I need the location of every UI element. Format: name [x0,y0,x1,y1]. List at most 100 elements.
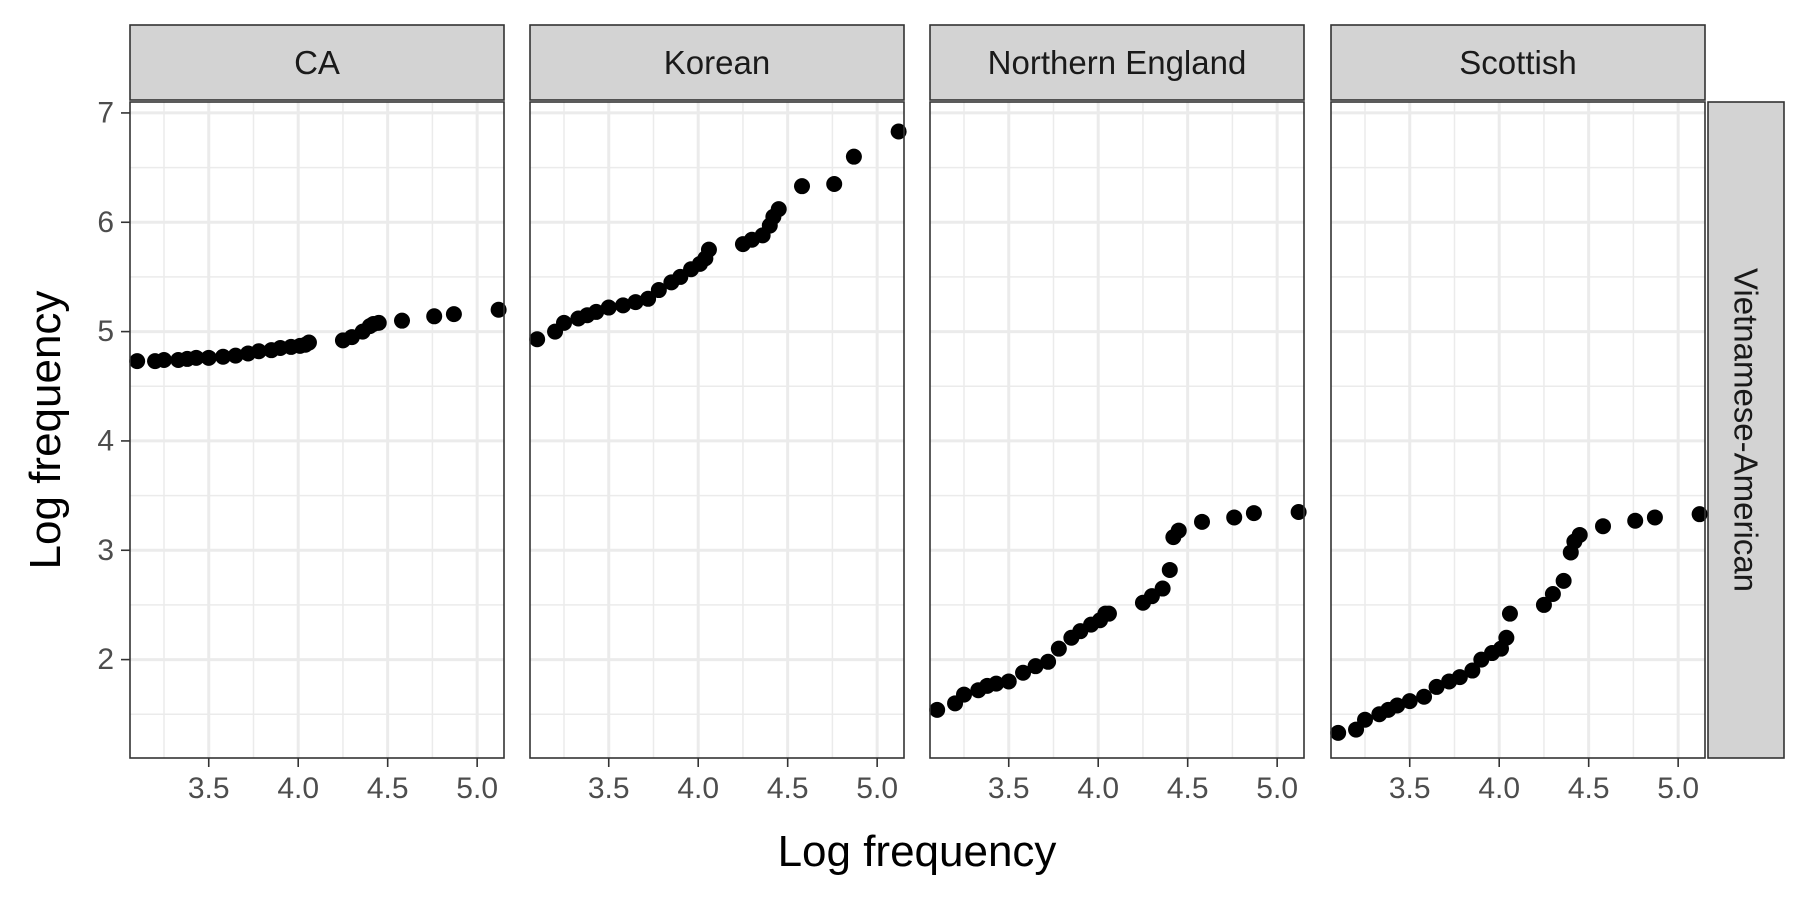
data-point [370,314,387,331]
data-point [1290,504,1307,520]
data-point [250,343,267,360]
data-point [1170,522,1187,539]
data-point [1555,572,1572,589]
data-point [529,331,546,348]
x-axis-title: Log frequency [778,827,1057,876]
panel-background [530,102,904,758]
data-point [1498,629,1515,646]
data-point [1646,509,1663,526]
data-point [1245,505,1262,522]
data-point [1389,697,1406,714]
column-strip-label: CA [294,44,340,81]
x-tick-label: 4.5 [1167,772,1209,805]
data-point [1451,669,1468,686]
data-point [227,347,244,364]
x-tick-label: 5.0 [1657,772,1699,805]
y-tick-label: 3 [97,534,114,567]
data-point [1161,561,1178,578]
data-point [556,314,572,331]
data-point [1040,653,1057,670]
panel-1: Korean 3.5 4.0 4.5 5.0 [529,24,907,805]
data-point [929,701,946,718]
row-strip: Vietnamese-American [1707,101,1785,759]
data-point [394,312,410,329]
x-tick-label: 4.0 [1077,772,1119,805]
x-tick-label: 4.5 [1568,772,1610,805]
panel-3: Scottish 3.5 4.0 4.5 5.0 [1330,24,1708,805]
data-point [1050,640,1067,657]
data-point [1428,678,1445,695]
data-point [445,306,462,323]
data-point [200,349,217,366]
data-point [1100,605,1117,622]
x-tick-label: 5.0 [456,772,498,805]
data-point [1691,506,1708,523]
data-point [129,353,146,370]
data-point [700,241,717,258]
x-tick-label: 4.0 [1478,772,1520,805]
data-point [188,349,205,366]
data-point [956,686,972,703]
y-tick-label: 2 [97,643,114,676]
panel-background [930,102,1304,758]
panel-border [1330,101,1706,759]
data-point [890,123,907,140]
column-strip-background [129,24,505,101]
data-point [988,675,1005,692]
data-point [1194,513,1210,530]
y-tick-label: 6 [97,206,114,239]
x-tick-label: 4.0 [277,772,319,805]
row-strip-label: Vietnamese-American [1728,268,1765,592]
panel-0: CA 3.5 4.0 4.5 5.0 2 3 4 5 6 7 [97,24,507,805]
data-point [640,290,657,307]
column-strip-background [929,24,1305,101]
column-strip-background [1330,24,1706,101]
y-tick-label: 5 [97,315,114,348]
data-point [1000,673,1017,690]
column-strip-label: Scottish [1459,44,1576,81]
data-point [156,352,172,369]
x-tick-label: 3.5 [588,772,630,805]
x-tick-label: 4.5 [767,772,809,805]
column-strip-label: Northern England [988,44,1247,81]
data-point [1595,518,1611,535]
x-tick-label: 3.5 [988,772,1030,805]
data-point [600,299,617,316]
column-strip-label: Korean [664,44,770,81]
data-point [1544,586,1561,602]
data-point [1027,658,1044,675]
data-point [1154,580,1171,597]
data-point [1464,662,1481,679]
x-tick-label: 4.5 [367,772,409,805]
data-point [1627,512,1644,529]
data-point [300,334,317,351]
y-tick-label: 4 [97,424,114,457]
data-point [215,348,232,365]
panels: CA 3.5 4.0 4.5 5.0 2 3 4 5 6 7 Korean 3.5 4.0 4.5 5.0 No… [97,24,1708,805]
x-tick-label: 3.5 [1389,772,1431,805]
data-point [826,176,843,192]
data-point [1416,688,1433,705]
data-point [1571,526,1588,543]
panel-border [529,101,905,759]
data-point [426,308,443,325]
data-point [1226,509,1243,526]
panel-background [130,102,504,758]
data-point [490,301,507,318]
data-point [627,294,644,311]
panel-2: Northern England 3.5 4.0 4.5 5.0 [929,24,1307,805]
data-point [770,201,787,218]
data-point [845,148,862,165]
x-tick-label: 5.0 [856,772,898,805]
data-point [1401,693,1418,710]
panel-background [1331,102,1705,758]
x-tick-label: 4.0 [677,772,719,805]
data-point [1330,724,1347,741]
row-strip-background [1707,101,1785,759]
data-point [650,282,667,299]
y-tick-label: 7 [97,96,114,129]
data-point [1015,664,1032,681]
data-point [794,178,810,195]
panel-border [129,101,505,759]
